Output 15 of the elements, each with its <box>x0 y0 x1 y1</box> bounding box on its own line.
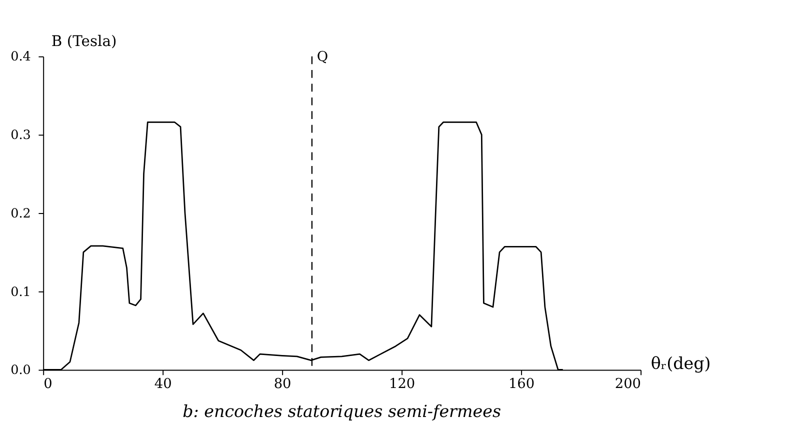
text: b: encoches statoriques semi-fermees <box>182 402 502 421</box>
y-axis-title: B (Tesla) <box>51 33 117 50</box>
y-tick-label: 0.1 <box>10 284 31 300</box>
x-tick-label: 40 <box>154 376 172 392</box>
x-tick-label: 160 <box>508 376 535 392</box>
y-tick-label: 0.3 <box>10 128 31 144</box>
y-tick-label: 0.2 <box>10 206 31 222</box>
y-tick-label: 0.4 <box>10 50 31 65</box>
ref-line-label: Q <box>316 49 328 66</box>
x-axis-title: θᵣ(deg) <box>650 354 711 374</box>
x-tick-label: 80 <box>274 376 292 392</box>
x-tick-label: 200 <box>614 376 642 392</box>
x-tick-label: 120 <box>388 376 416 392</box>
x-tick-label: 0 <box>44 376 52 392</box>
y-tick-label: 0.0 <box>10 363 31 378</box>
